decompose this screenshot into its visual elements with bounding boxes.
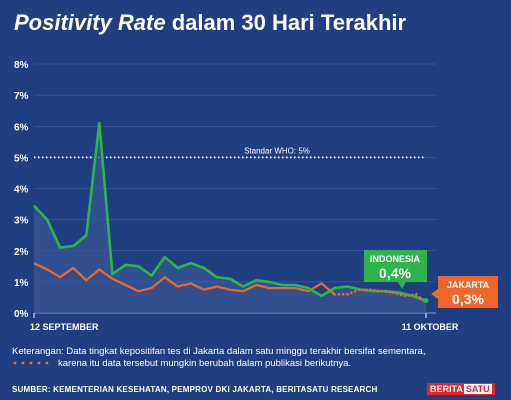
note-line-1: Keterangan: Data tingkat kepositifan tes… [12, 346, 426, 357]
jakarta-provisional-point [350, 291, 353, 295]
chart-title-italic: Positivity Rate [14, 10, 166, 35]
jakarta-callout-pointer [431, 289, 438, 299]
indonesia-callout-box [364, 250, 427, 282]
y-tick-label: 1% [14, 278, 29, 289]
jakarta-provisional-point [365, 288, 368, 291]
jakarta-provisional-point [341, 293, 345, 296]
jakarta-provisional-point [353, 289, 357, 293]
x-label-start: 12 SEPTEMBER [30, 322, 99, 332]
y-tick-labels: 0% 1% 2% 3% 4% 5% 6% 7% 8% [14, 60, 29, 320]
jakarta-provisional-point [357, 288, 361, 291]
note-dot [13, 361, 17, 365]
jakarta-provisional-point [372, 288, 376, 292]
note-line-2: karena itu data tersebut mungkin berubah… [58, 358, 352, 369]
jakarta-provisional-point [376, 289, 380, 292]
indonesia-callout-name: INDONESIA [370, 254, 421, 264]
jakarta-callout-box [438, 276, 498, 308]
jakarta-provisional-point [414, 293, 418, 296]
x-label-end: 11 OKTOBER [402, 322, 459, 332]
jakarta-line [33, 262, 336, 296]
y-tick-label: 0% [14, 309, 29, 320]
logo-part-1: BERITA [430, 384, 463, 394]
y-tick-label: 6% [14, 122, 29, 133]
note-dot [29, 361, 33, 365]
jakarta-callout-value: 0,3% [452, 291, 484, 307]
jakarta-provisional-point [384, 290, 388, 294]
note-dot [37, 361, 41, 365]
logo-part-2: SATU [463, 384, 492, 394]
y-tick-label: 5% [14, 153, 29, 164]
jakarta-provisional-point [392, 291, 395, 295]
note-dot [45, 361, 49, 365]
beritasatu-logo: BERITA SATU [427, 383, 495, 395]
jakarta-provisional-point [418, 296, 422, 299]
indonesia-line [33, 121, 427, 302]
area-layer [34, 123, 426, 313]
jakarta-provisional-point [411, 293, 414, 297]
jakarta-provisional-point [337, 293, 341, 296]
note: Keterangan: Data tingkat kepositifan tes… [12, 346, 492, 370]
jakarta-provisional-point [395, 292, 399, 296]
indonesia-area [34, 123, 426, 313]
indonesia-callout-pointer [398, 282, 406, 289]
jakarta-provisional-point [403, 294, 407, 298]
chart-title-rest: dalam 30 Hari Terakhir [165, 10, 407, 35]
y-tick-label: 3% [14, 216, 29, 227]
jakarta-provisional-point [380, 289, 384, 293]
jakarta-provisional-point [388, 290, 391, 294]
jakarta-provisional-point [361, 288, 365, 291]
note-dot [21, 361, 25, 365]
jakarta-callout-name: JAKARTA [447, 280, 490, 290]
line-layer [33, 121, 429, 304]
label-layer: Standar WHO: 5% 12 SEPTEMBER 11 OKTOBER IND… [30, 146, 498, 332]
chart-title: Positivity Rate dalam 30 Hari Terakhir [14, 10, 504, 36]
indonesia-callout-value: 0,4% [379, 265, 411, 281]
source-text: SUMBER: KEMENTERIAN KESEHATAN, PEMPROV D… [12, 385, 378, 394]
jakarta-provisional-point [333, 293, 336, 296]
jakarta-provisional-point [407, 294, 410, 297]
y-tick-label: 8% [14, 60, 29, 71]
y-tick-label: 2% [14, 247, 29, 258]
jakarta-provisional-point [346, 293, 349, 296]
indonesia-end-point [423, 298, 429, 304]
jakarta-provisional-point [399, 293, 403, 297]
y-tick-label: 7% [14, 91, 29, 102]
positivity-rate-chart: 0% 1% 2% 3% 4% 5% 6% 7% 8% Standar WHO: 5% 12 SEP… [14, 60, 498, 332]
y-tick-label: 4% [14, 185, 29, 196]
provisional-dots-legend-icon [13, 361, 49, 365]
jakarta-provisional-point [369, 288, 372, 291]
who-reference-label: Standar WHO: 5% [244, 146, 310, 155]
